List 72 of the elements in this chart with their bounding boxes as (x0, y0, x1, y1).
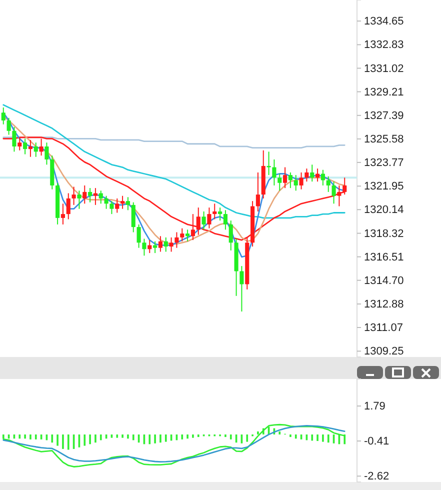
y-tick-label: -0.41 (364, 436, 390, 448)
candlestick (272, 158, 276, 186)
candlestick (164, 236, 168, 252)
candlestick (98, 190, 103, 204)
candlestick (283, 166, 288, 189)
candlestick (12, 126, 16, 152)
candlestick (158, 236, 162, 252)
candlestick (60, 203, 65, 225)
candlestick (256, 172, 260, 212)
candlestick (110, 200, 114, 215)
candlestick (44, 142, 49, 166)
candlestick (136, 224, 141, 248)
candlestick (332, 181, 336, 204)
candlestick (93, 188, 98, 206)
y-tick-label: 1325.58 (364, 133, 404, 146)
candlestick (66, 192, 70, 220)
candlestick (180, 228, 184, 242)
candlestick (120, 195, 125, 210)
candlestick (266, 151, 271, 176)
candlestick (34, 142, 38, 158)
y-tick-label: 1327.39 (364, 110, 404, 122)
y-tick-label: 1321.95 (364, 180, 404, 193)
y-tick-label: 1323.77 (364, 156, 404, 169)
candlestick (228, 220, 233, 251)
candlestick (77, 190, 82, 210)
candlestick (131, 202, 136, 233)
candlestick (337, 184, 342, 207)
candlestick (207, 207, 212, 229)
candlestick (23, 138, 28, 155)
candlestick (153, 240, 158, 254)
candlestick (310, 164, 314, 182)
candlestick (212, 203, 217, 220)
candlestick (126, 196, 130, 211)
candlestick (186, 229, 190, 242)
y-tick-label: 1309.25 (364, 346, 404, 358)
y-tick-label: 1316.51 (364, 251, 404, 264)
candlestick (320, 169, 325, 186)
y-tick-label: 1314.70 (364, 274, 404, 287)
candlestick (1, 106, 6, 125)
candlestick (104, 195, 108, 210)
y-tick-label: 1320.14 (364, 204, 404, 216)
y-tick-label: 1334.65 (364, 16, 404, 28)
candlestick (142, 238, 146, 256)
y-tick-label: 1331.02 (364, 62, 404, 75)
y-tick-label: 1329.21 (364, 86, 404, 98)
candlestick (294, 174, 298, 192)
y-tick-label: -2.62 (364, 470, 390, 483)
y-tick-label: 1318.32 (364, 228, 404, 240)
candlestick (240, 266, 244, 312)
candlestick (115, 198, 120, 214)
y-tick-label: 1.79 (364, 400, 386, 413)
line-series (2, 104, 346, 219)
candlestick (148, 240, 152, 254)
y-tick-label: 1311.07 (364, 322, 403, 334)
candlestick (278, 173, 282, 192)
candlestick (223, 210, 228, 230)
candlestick (196, 207, 200, 236)
candlestick (218, 207, 222, 222)
candlestick (202, 210, 206, 230)
candlestick (326, 176, 330, 192)
candlestick (304, 168, 309, 182)
candlestick (88, 188, 92, 203)
candlestick (288, 172, 292, 189)
candlestick (299, 172, 304, 190)
candlestick (28, 139, 32, 158)
y-tick-label: 1312.88 (364, 298, 404, 310)
candlestick (174, 232, 179, 248)
candlestick (82, 184, 87, 204)
y-tick-label: 1332.83 (364, 39, 404, 52)
candlestick (72, 186, 76, 206)
candlestick (6, 117, 11, 136)
candlestick (169, 236, 174, 252)
